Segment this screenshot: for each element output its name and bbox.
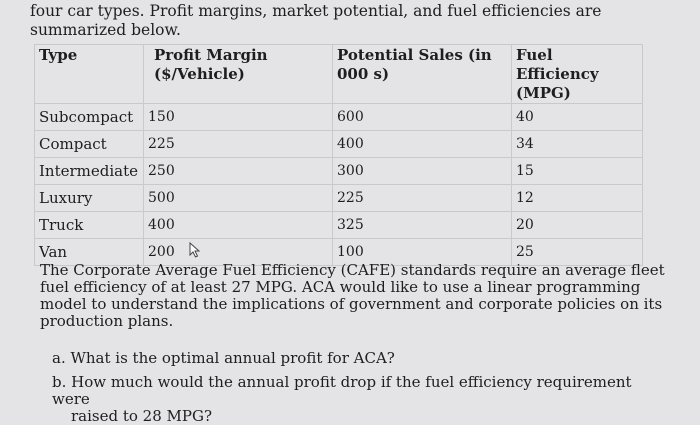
cell-sales: 300 <box>332 157 512 185</box>
cell-sales: 400 <box>332 130 512 158</box>
cell-sales: 325 <box>332 211 512 239</box>
cell-mpg: 34 <box>511 130 643 158</box>
table-header-row: Type Profit Margin ($/Vehicle) Potential… <box>34 44 643 104</box>
cell-type: Luxury <box>34 184 144 212</box>
cell-mpg: 12 <box>511 184 643 212</box>
car-data-table: Type Profit Margin ($/Vehicle) Potential… <box>34 44 643 266</box>
question-b-line1: b. How much would the annual profit drop… <box>52 373 632 408</box>
cell-mpg: 20 <box>511 211 643 239</box>
header-type: Type <box>34 44 144 104</box>
cell-type: Subcompact <box>34 103 144 131</box>
question-b-line2: raised to 28 MPG? <box>71 407 213 425</box>
cell-profit-value: 200 <box>148 244 175 260</box>
header-mpg-line2: (MPG) <box>516 84 571 102</box>
cell-type: Compact <box>34 130 144 158</box>
cell-mpg: 25 <box>511 238 643 266</box>
header-profit-line2: ($/Vehicle) <box>154 65 245 83</box>
header-profit: Profit Margin ($/Vehicle) <box>143 44 333 104</box>
table-row: Compact 225 400 34 <box>34 130 643 158</box>
table-row: Intermediate 250 300 15 <box>34 157 643 185</box>
table-row: Van 200 100 25 <box>34 238 643 266</box>
header-profit-line1: Profit Margin <box>154 46 268 64</box>
cell-profit: 225 <box>143 130 333 158</box>
header-sales-line1: Potential Sales (in <box>337 46 492 64</box>
table-row: Truck 400 325 20 <box>34 211 643 239</box>
cafe-paragraph: The Corporate Average Fuel Efficiency (C… <box>40 261 665 330</box>
intro-text: four car types. Profit margins, market p… <box>30 2 601 40</box>
cell-sales: 225 <box>332 184 512 212</box>
header-sales-line2: 000 s) <box>337 65 390 83</box>
cell-profit: 500 <box>143 184 333 212</box>
cell-type: Truck <box>34 211 144 239</box>
mouse-pointer-icon <box>189 241 203 262</box>
cell-profit: 200 <box>143 238 333 266</box>
cell-sales: 600 <box>332 103 512 131</box>
cell-profit: 400 <box>143 211 333 239</box>
cell-mpg: 15 <box>511 157 643 185</box>
table-row: Subcompact 150 600 40 <box>34 103 643 131</box>
cell-sales: 100 <box>332 238 512 266</box>
header-sales: Potential Sales (in 000 s) <box>332 44 512 104</box>
cell-profit: 250 <box>143 157 333 185</box>
cell-mpg: 40 <box>511 103 643 131</box>
header-mpg-line1: Fuel Efficiency <box>516 46 599 83</box>
table-row: Luxury 500 225 12 <box>34 184 643 212</box>
cell-profit: 150 <box>143 103 333 131</box>
intro-line-1: four car types. Profit margins, market p… <box>30 2 602 20</box>
header-mpg: Fuel Efficiency (MPG) <box>511 44 643 104</box>
intro-line-2: summarized below. <box>30 21 181 39</box>
cell-type: Intermediate <box>34 157 144 185</box>
question-a: a. What is the optimal annual profit for… <box>52 349 395 367</box>
cell-type: Van <box>34 238 144 266</box>
question-b: b. How much would the annual profit drop… <box>52 374 672 425</box>
